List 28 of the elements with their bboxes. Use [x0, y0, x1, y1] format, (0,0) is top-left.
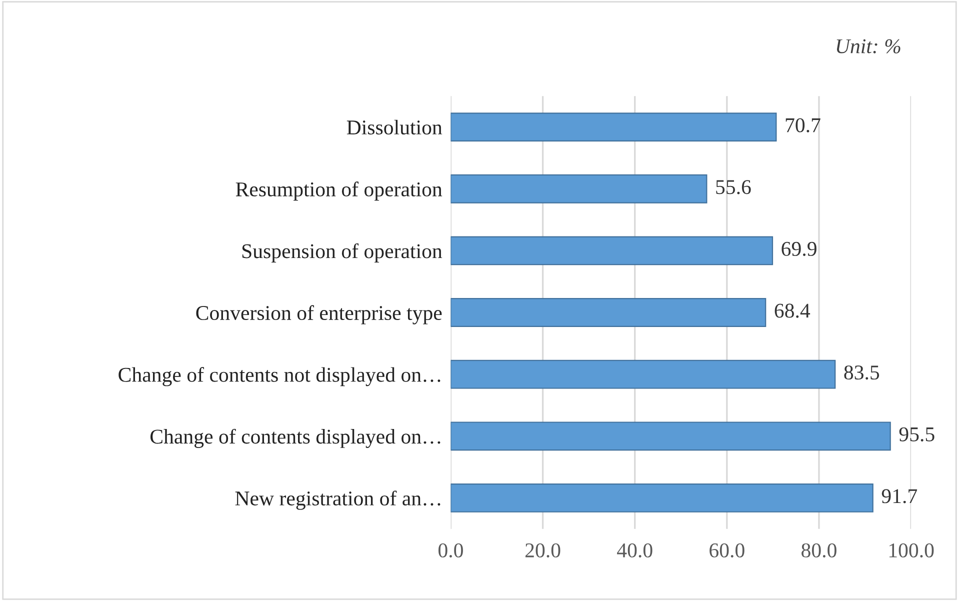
y-tick-label: Change of contents displayed on…: [150, 428, 440, 448]
x-tick-label: 20.0: [525, 543, 560, 558]
x-tick-label: 100.0: [889, 543, 934, 558]
y-tick-label: Change of contents not displayed on…: [118, 367, 440, 386]
y-tick-label: New registration of an…: [235, 490, 440, 510]
data-label: 55.6: [716, 180, 751, 194]
y-tick-label: Suspension of operation: [242, 243, 442, 262]
bar: [450, 484, 874, 512]
bar: [450, 236, 774, 266]
bar: [450, 422, 891, 451]
x-tick-label: 80.0: [802, 543, 836, 558]
data-label: 91.7: [882, 489, 918, 504]
data-label: 70.7: [786, 118, 820, 132]
x-tick-label: 0.0: [438, 543, 463, 558]
data-label: 68.4: [774, 304, 810, 318]
x-tick-label: 40.0: [617, 543, 652, 558]
y-tick-label: Conversion of enterprise type: [196, 305, 442, 324]
bar: [450, 174, 708, 204]
text: Unit: %: [836, 39, 900, 54]
bar: [450, 298, 766, 327]
bar: [450, 360, 836, 389]
x-tick-label: 60.0: [710, 543, 744, 558]
y-tick-label: Dissolution: [346, 120, 442, 134]
data-label: 83.5: [844, 365, 880, 380]
data-label: 69.9: [782, 242, 816, 256]
data-label: 95.5: [899, 427, 934, 442]
y-tick-label: Resumption of operation: [236, 182, 442, 201]
bar: [450, 112, 777, 142]
